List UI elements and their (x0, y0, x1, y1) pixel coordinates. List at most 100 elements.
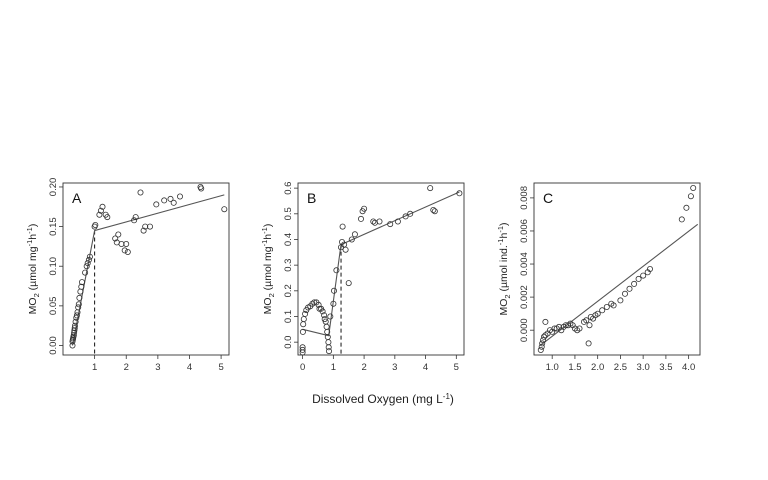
panel-c-data-point (647, 265, 654, 272)
panel-a-y-axis-title-part: 2 (32, 293, 41, 297)
panel-b-data-point (370, 218, 377, 225)
panel-c-y-axis-title-part: 2 (503, 294, 512, 298)
panel-a-data-point (104, 214, 111, 221)
panel-c-data-point (622, 290, 629, 297)
panel-a-data-point (72, 322, 79, 329)
shared-x-axis-label-main: Dissolved Oxygen (mg L (312, 392, 443, 406)
panel-c-xtick-label: 4.0 (682, 362, 695, 373)
panel-a-y-axis-title-part: (µmol mg (27, 246, 39, 293)
panel-b-xtick-label: 3 (392, 362, 397, 373)
panel-c-fit-line (540, 223, 699, 346)
panel-a-ytick-label: 0.05 (48, 297, 59, 316)
panel-b-y-axis-title: MO2 (µmol mg-1h-1) (260, 224, 276, 315)
panel-a-data-point (71, 327, 78, 334)
panel-c-data-point (687, 193, 694, 200)
panel-b-y-axis-title-part: h (262, 234, 274, 240)
panel-b-data-point (300, 321, 307, 328)
panel-c-y-axis-title: MO2 (µmol ind.-1h-1) (496, 222, 512, 315)
panel-a-data-point (140, 227, 147, 234)
panel-c-frame (533, 182, 701, 356)
panel-a-y-axis-title-part: -1 (25, 227, 34, 234)
panel-b-y-axis-title-part: -1 (260, 240, 269, 247)
panel-b-data-point (323, 323, 330, 330)
panel-b-ytick-label: 0.2 (283, 284, 294, 297)
panel-a-data-point (131, 217, 138, 224)
panel-c-data-point (540, 337, 547, 344)
panel-a-y-axis-title-part: h (27, 234, 39, 240)
panel-a-y-axis-title: MO2 (µmol mg-1h-1) (25, 224, 41, 315)
panel-a-data-point (69, 342, 76, 349)
panel-b-data-point (348, 236, 355, 243)
panel-b-data-point (342, 246, 349, 253)
panel-a-data-point (76, 294, 83, 301)
panel-c-data-point (583, 317, 590, 324)
panel-b-data-point (430, 206, 437, 213)
panel-c-ytick-label: 0.008 (519, 186, 530, 210)
panel-a-ytick-label: 0.20 (48, 178, 59, 197)
panel-a-data-point (79, 279, 86, 286)
panel-a-data-point (170, 199, 177, 206)
panel-c-data-point (586, 322, 593, 329)
panel-b-y-axis-title-part: ) (262, 224, 274, 228)
panel-b-data-point (325, 339, 332, 346)
panel-a-data-point (221, 206, 228, 213)
panel-a-data-point (75, 304, 82, 311)
panel-c-xtick-label: 1.5 (568, 362, 581, 373)
panel-b-data-point (319, 308, 326, 315)
panel-a-data-point (72, 318, 79, 325)
panel-b-data-point (427, 185, 434, 192)
panel-c-data-point (610, 302, 617, 309)
panel-b-data-point (333, 267, 340, 274)
panel-a-data-point (78, 283, 85, 290)
panel-b-xtick-label: 4 (423, 362, 428, 373)
panel-b-data-point (330, 287, 337, 294)
panel-a-xtick-label: 4 (187, 362, 192, 373)
panel-a-data-point (137, 189, 144, 196)
panel-c-data-point (640, 272, 647, 279)
panel-c-xtick-label: 3.5 (659, 362, 672, 373)
panel-c-data-point (537, 346, 544, 353)
panel-c-y-axis-title-part: h (498, 233, 510, 239)
panel-b-data-point (339, 223, 346, 230)
panel-c-data-point (594, 310, 601, 317)
panel-a-data-point (84, 260, 91, 267)
panel-b-data-point (387, 221, 394, 228)
panel-b-ytick-label: 0.3 (283, 259, 294, 272)
panel-c-data-point (690, 184, 697, 191)
panel-b-ytick-label: 0.6 (283, 182, 294, 195)
panel-b-y-axis-title-part: 2 (267, 293, 276, 297)
panel-c-y-axis-title-part: -1 (496, 226, 505, 233)
panel-c-data-point (599, 307, 606, 314)
panel-a-data-point (124, 248, 131, 255)
panel-b-data-point (321, 312, 328, 319)
panel-c-ytick-label: 0.002 (519, 285, 530, 309)
panel-c-data-point (678, 216, 685, 223)
panel-b-data-point (299, 349, 306, 356)
panel-c-data-point (585, 340, 592, 347)
panel-a-data-point (146, 223, 153, 230)
panel-a-data-point (83, 263, 90, 270)
panel-b-data-point (330, 300, 337, 307)
panel-b-xtick-label: 2 (361, 362, 366, 373)
panel-c-y-axis-title-part: (µmol ind. (498, 245, 510, 294)
panel-b-xtick-label: 5 (454, 362, 459, 373)
panel-b-data-point (345, 280, 352, 287)
shared-x-axis-label: Dissolved Oxygen (mg L-1) (312, 392, 454, 406)
panel-c-xtick-label: 2.5 (614, 362, 627, 373)
panel-a-data-point (82, 269, 89, 276)
panel-c-ytick-label: 0.000 (519, 318, 530, 342)
panel-c-y-axis-title-part: -1 (496, 239, 505, 246)
panel-a-y-axis-title-part: MO (27, 297, 39, 314)
panel-c-xtick-label: 2.0 (591, 362, 604, 373)
shared-x-axis-label-end: ) (450, 392, 454, 406)
panel-a-data-point (75, 301, 82, 308)
panel-b-data-point (431, 208, 438, 215)
panel-a-data-point (167, 195, 174, 202)
panel-a-data-point (121, 247, 128, 254)
panel-a-data-point (176, 193, 183, 200)
panel-b-data-point (456, 190, 463, 197)
panel-a-letter: A (72, 190, 82, 206)
panel-b-ytick-label: 0.5 (283, 207, 294, 220)
